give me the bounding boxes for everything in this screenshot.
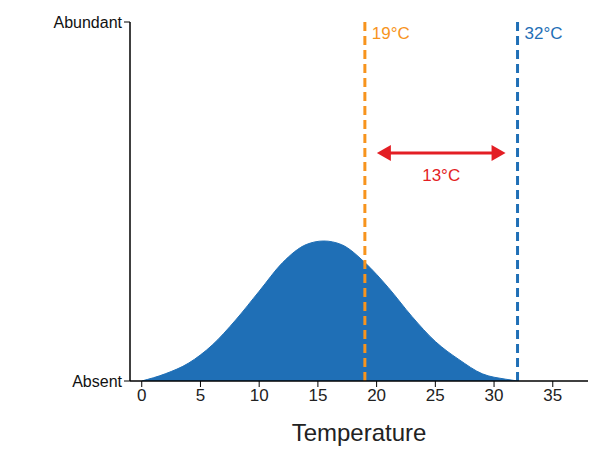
svg-text:30: 30 bbox=[485, 386, 504, 405]
svg-text:5: 5 bbox=[196, 386, 205, 405]
svg-text:20: 20 bbox=[367, 386, 386, 405]
svg-text:15: 15 bbox=[308, 386, 327, 405]
svg-text:13°C: 13°C bbox=[422, 166, 460, 185]
svg-text:Absent: Absent bbox=[72, 373, 122, 390]
svg-text:35: 35 bbox=[543, 386, 562, 405]
svg-text:25: 25 bbox=[426, 386, 445, 405]
svg-text:Abundant: Abundant bbox=[53, 14, 122, 31]
svg-text:Temperature: Temperature bbox=[292, 419, 427, 446]
svg-text:10: 10 bbox=[250, 386, 269, 405]
svg-text:19°C: 19°C bbox=[372, 24, 410, 43]
svg-text:32°C: 32°C bbox=[525, 24, 563, 43]
svg-text:0: 0 bbox=[137, 386, 146, 405]
